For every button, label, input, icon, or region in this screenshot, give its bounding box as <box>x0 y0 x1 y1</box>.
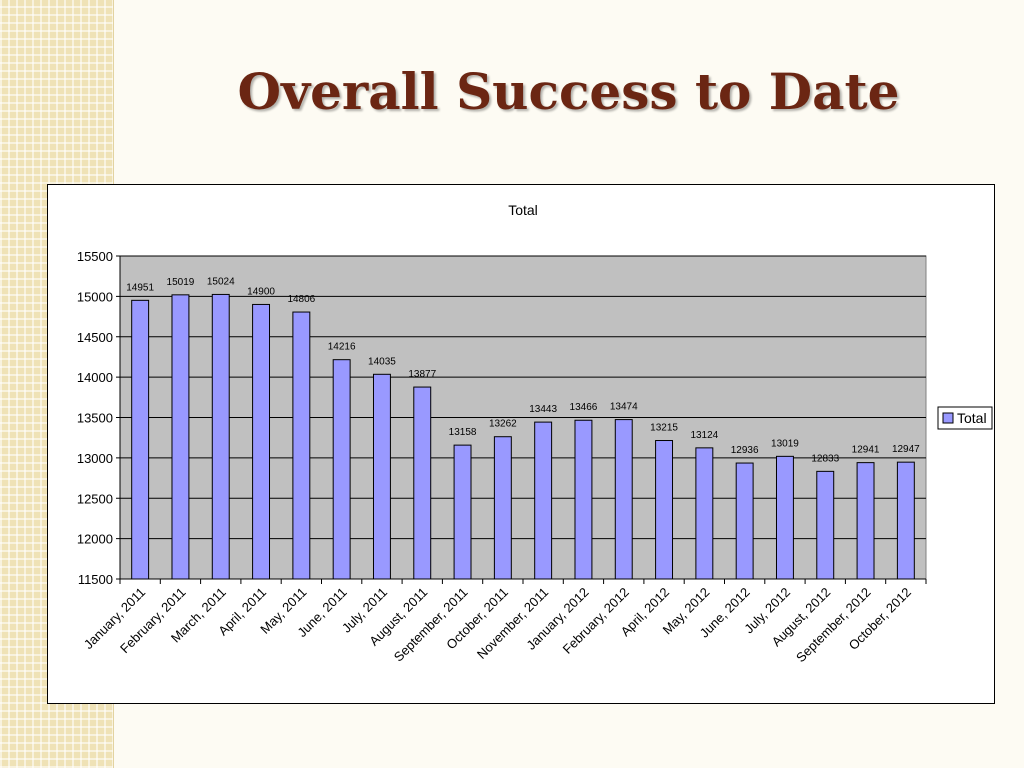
data-label: 14216 <box>328 342 356 353</box>
y-tick-label: 13000 <box>77 451 113 466</box>
bar <box>896 461 915 580</box>
bar <box>332 359 351 580</box>
data-label: 13158 <box>449 427 477 438</box>
y-tick-label: 11500 <box>78 572 113 587</box>
data-label: 13877 <box>408 369 436 380</box>
bar <box>574 419 593 580</box>
bar <box>614 419 633 580</box>
legend-swatch <box>942 412 954 424</box>
data-label: 12936 <box>731 445 759 456</box>
data-label: 15024 <box>207 276 235 287</box>
data-label: 13443 <box>529 404 557 415</box>
data-label: 12833 <box>811 453 839 464</box>
data-label: 14035 <box>368 356 396 367</box>
x-tick-label: September, 2011 <box>391 585 471 665</box>
bar <box>655 440 674 580</box>
y-tick-label: 14000 <box>77 370 113 385</box>
data-label: 15019 <box>167 277 195 288</box>
bar <box>735 462 754 580</box>
bar <box>775 455 794 580</box>
chart-title: Total <box>508 202 538 218</box>
bar-chart: Total 11500 12000 12500 13000 13500 14000 1450… <box>77 202 993 666</box>
bar <box>493 436 512 580</box>
y-tick-label: 14500 <box>77 330 113 345</box>
data-label: 13124 <box>690 430 718 441</box>
data-label: 13262 <box>489 419 517 430</box>
y-tick-label: 15500 <box>77 249 113 264</box>
data-label: 13215 <box>650 423 678 434</box>
data-label: 13019 <box>771 438 799 449</box>
bar <box>695 447 714 580</box>
data-labels: 14951 15019 15024 14900 14806 14216 14035 13877… <box>126 276 920 464</box>
x-tick-label: September, 2012 <box>793 585 874 666</box>
bar <box>816 470 835 580</box>
data-label: 14806 <box>287 294 315 305</box>
y-tick-label: 15000 <box>77 289 113 304</box>
legend-label: Total <box>957 410 987 426</box>
data-label: 12941 <box>852 445 880 456</box>
data-label: 13466 <box>570 402 598 413</box>
x-tick-label: November, 2011 <box>474 585 551 662</box>
bar <box>292 311 311 580</box>
y-tick-label: 12500 <box>77 491 113 506</box>
bar <box>171 294 190 580</box>
bar <box>372 373 391 580</box>
data-label: 14951 <box>126 282 154 293</box>
bar <box>534 421 553 580</box>
bars <box>131 293 915 580</box>
bar <box>252 303 271 580</box>
data-label: 14900 <box>247 286 275 297</box>
bar <box>413 386 432 580</box>
bar <box>453 444 472 580</box>
data-label: 12947 <box>892 444 920 455</box>
bar <box>856 462 875 580</box>
bar <box>211 293 230 580</box>
y-tick-label: 12000 <box>77 532 113 547</box>
chart-container: Total 11500 12000 12500 13000 13500 14000 1450… <box>47 184 995 704</box>
y-tick-label: 13500 <box>77 411 113 426</box>
slide-title: Overall Success to Date <box>237 62 900 121</box>
legend: Total <box>937 406 993 430</box>
bar <box>131 299 150 580</box>
data-label: 13474 <box>610 402 638 413</box>
